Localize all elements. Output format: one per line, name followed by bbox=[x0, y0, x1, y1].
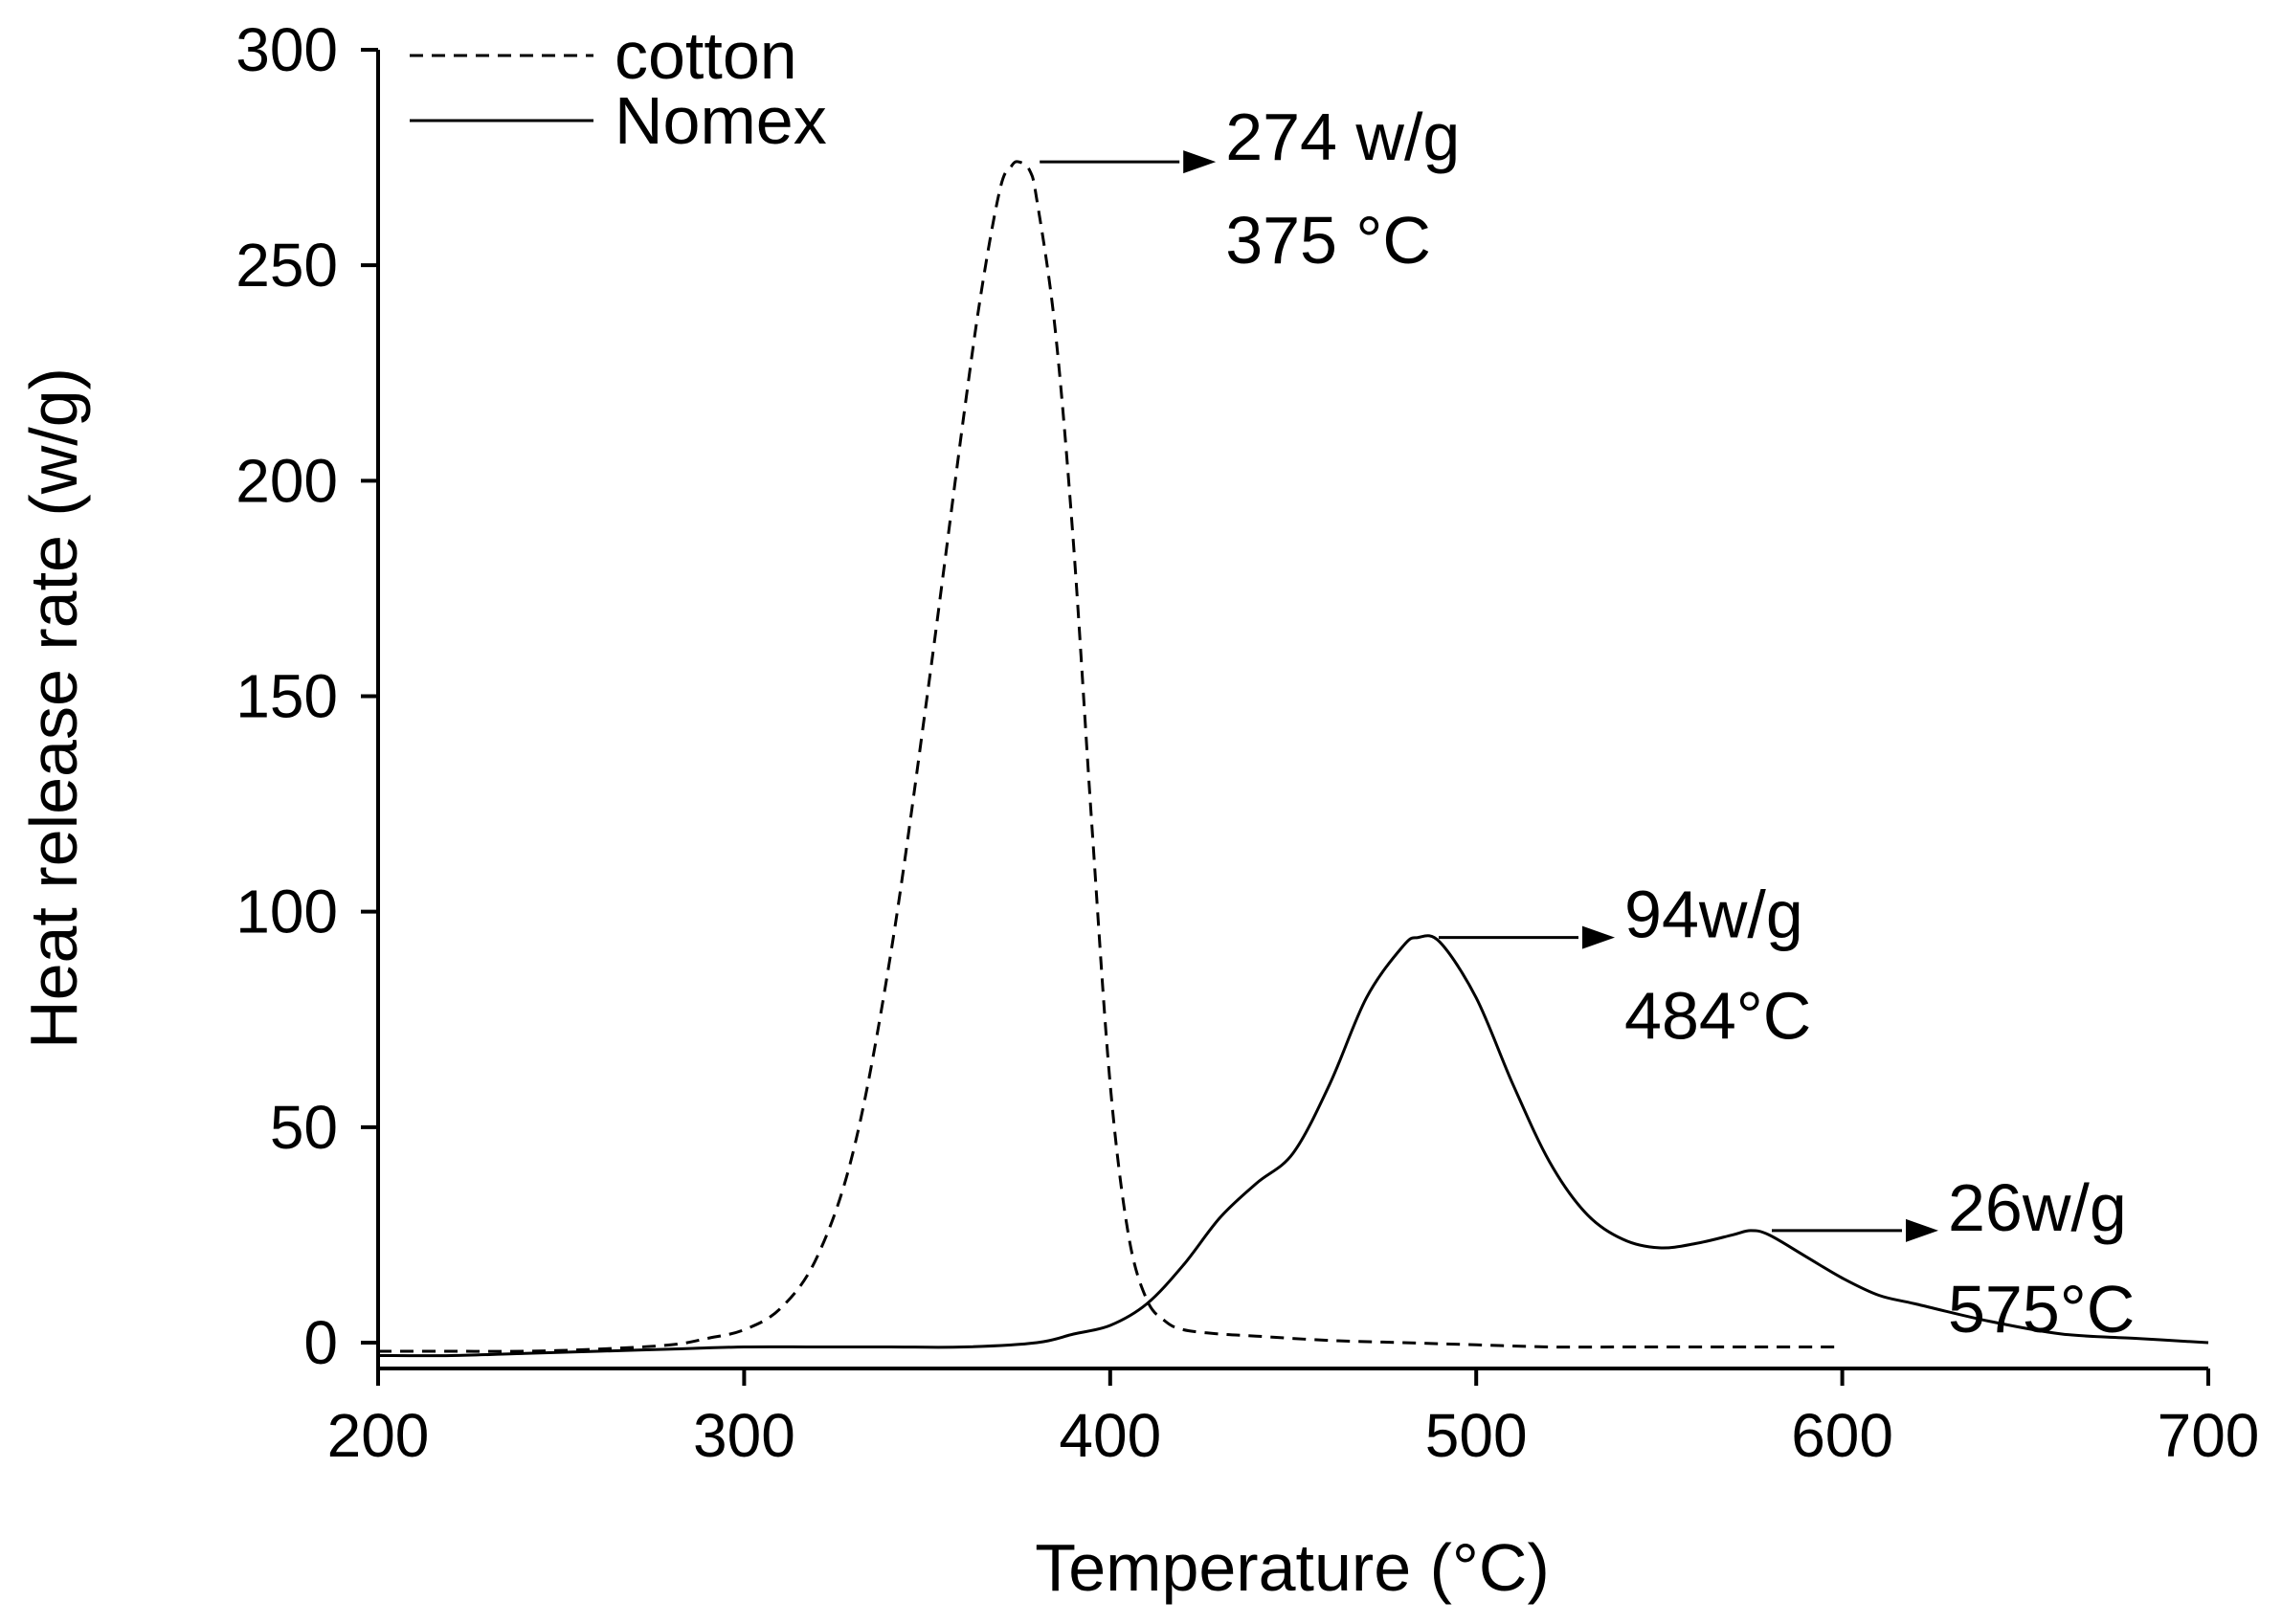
legend-label-cotton: cotton bbox=[615, 18, 797, 93]
ticks: 200 300 400 500 600 700 0 50 100 150 200 250 300 bbox=[235, 15, 2259, 1470]
y-tick-label: 250 bbox=[235, 231, 338, 300]
annotation-label: 375 °C bbox=[1225, 203, 1431, 278]
annotation-label: 274 w/g bbox=[1225, 100, 1460, 174]
y-tick-label: 150 bbox=[235, 662, 338, 731]
x-tick-label: 300 bbox=[693, 1401, 795, 1470]
y-tick-label: 200 bbox=[235, 446, 338, 515]
annotation-arrow-head bbox=[1183, 150, 1217, 174]
y-tick-label: 300 bbox=[235, 15, 338, 84]
y-axis-title: Heat release rate (w/g) bbox=[16, 367, 91, 1049]
annotation-label: 94w/g bbox=[1624, 878, 1803, 952]
legend-label-nomex: Nomex bbox=[615, 83, 827, 158]
x-tick-label: 200 bbox=[327, 1401, 430, 1470]
x-axis-title: Temperature (°C) bbox=[1035, 1530, 1550, 1605]
x-tick-label: 600 bbox=[1791, 1401, 1893, 1470]
series-line-cotton bbox=[378, 160, 1843, 1353]
y-tick-label: 50 bbox=[270, 1093, 338, 1162]
x-tick-label: 700 bbox=[2158, 1401, 2260, 1470]
annotation-label: 26w/g bbox=[1948, 1170, 2127, 1245]
series-line-nomex bbox=[377, 934, 2209, 1358]
y-tick-label: 0 bbox=[303, 1308, 338, 1377]
annotations: 274 w/g 375 °C 94w/g 484°C 26w/g 575°C bbox=[1040, 100, 2135, 1346]
annotation-arrow-head bbox=[1582, 925, 1616, 949]
y-tick-label: 100 bbox=[235, 878, 338, 946]
x-tick-label: 400 bbox=[1059, 1401, 1161, 1470]
plot-lines bbox=[377, 160, 2209, 1358]
annotation-arrow-head bbox=[1906, 1218, 1938, 1242]
x-tick-label: 500 bbox=[1425, 1401, 1528, 1470]
axes bbox=[376, 50, 2208, 1370]
annotation-label: 484°C bbox=[1624, 979, 1811, 1054]
annotation-label: 575°C bbox=[1948, 1272, 2135, 1346]
